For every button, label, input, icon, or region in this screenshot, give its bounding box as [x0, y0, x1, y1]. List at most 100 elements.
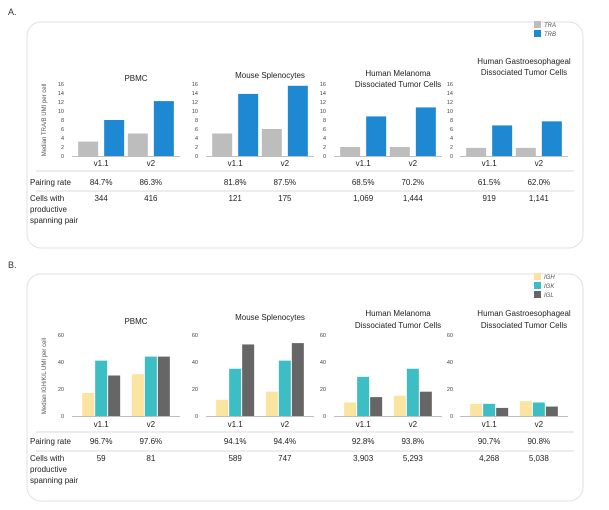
bar-igl-v1.1 [108, 375, 121, 416]
legend-swatch-trb [534, 30, 541, 37]
bar-trb-v2 [287, 85, 308, 156]
x-tick-label: v2 [409, 420, 418, 429]
chart-title: PBMC [124, 74, 147, 83]
bar-trb-v1.1 [104, 120, 125, 156]
x-tick-label: v1.1 [482, 420, 498, 429]
pairing-rate-value: 81.8% [224, 178, 247, 187]
row-label: productive [30, 465, 67, 474]
panel-label: B. [8, 260, 17, 270]
y-tick-label: 60 [320, 333, 326, 339]
chart-0: PBMC 0 2 4 6 8 10 12 14 16 v1.1 84.7% 344 v2 86.3% 416 [58, 74, 180, 203]
pairing-rate-value: 87.5% [273, 178, 296, 187]
row-label: spanning pair [30, 216, 78, 225]
pairing-rate-value: 86.3% [139, 178, 162, 187]
legend-swatch-igh [534, 273, 541, 280]
legend-label-trb: TRB [544, 32, 556, 38]
y-tick-label: 6 [450, 127, 453, 133]
y-axis-label: Median IGH/K/L UMI per cell [42, 338, 48, 414]
x-tick-label: v2 [147, 420, 156, 429]
y-tick-label: 60 [447, 333, 453, 339]
x-tick-label: v1.1 [356, 159, 372, 168]
bar-trb-v2 [415, 107, 436, 156]
y-tick-label: 8 [323, 118, 326, 124]
row-label: Pairing rate [30, 178, 71, 187]
y-tick-label: 4 [323, 136, 326, 142]
bar-igl-v2 [545, 406, 558, 416]
y-tick-label: 14 [192, 91, 198, 97]
y-tick-label: 0 [195, 414, 198, 420]
cells-value: 121 [228, 194, 242, 203]
chart-title: Dissociated Tumor Cells [481, 321, 567, 330]
panel-border [26, 273, 584, 502]
y-tick-label: 0 [323, 414, 326, 420]
row-label: Cells with [30, 194, 64, 203]
chart-title: Mouse Splenocytes [235, 313, 305, 322]
y-tick-label: 40 [58, 360, 64, 366]
cells-value: 59 [97, 454, 106, 463]
y-tick-label: 0 [195, 154, 198, 160]
legend-label-igh: IGH [544, 275, 555, 281]
bar-igl-v1.1 [242, 344, 255, 416]
pairing-rate-value: 96.7% [90, 437, 113, 446]
y-axis-label: Median TRA/B UMI per cell [42, 84, 48, 157]
chart-3: Human Gastroesophageal Dissociated Tumor … [447, 309, 571, 463]
cells-value: 344 [94, 194, 108, 203]
y-tick-label: 14 [320, 91, 326, 97]
cells-value: 175 [278, 194, 292, 203]
y-tick-label: 6 [323, 127, 326, 133]
y-tick-label: 2 [450, 145, 453, 151]
y-tick-label: 0 [450, 154, 453, 160]
pairing-rate-value: 68.5% [352, 178, 375, 187]
legend-swatch-igk [534, 282, 541, 289]
y-tick-label: 10 [447, 109, 453, 115]
x-tick-label: v2 [535, 420, 544, 429]
pairing-rate-value: 90.7% [478, 437, 501, 446]
chart-title: Human Melanoma [365, 69, 431, 78]
bar-tra-v1.1 [212, 133, 233, 156]
bar-igl-v2 [291, 343, 304, 416]
cells-value: 3,903 [353, 454, 374, 463]
y-tick-label: 12 [58, 100, 64, 106]
y-tick-label: 60 [192, 333, 198, 339]
y-tick-label: 16 [447, 82, 453, 88]
y-tick-label: 12 [447, 100, 453, 106]
panel-label: A. [8, 7, 17, 17]
x-tick-label: v2 [409, 159, 418, 168]
y-tick-label: 0 [61, 414, 64, 420]
y-tick-label: 40 [192, 360, 198, 366]
chart-title: Human Melanoma [365, 309, 431, 318]
y-tick-label: 10 [58, 109, 64, 115]
y-tick-label: 40 [447, 360, 453, 366]
y-tick-label: 40 [320, 360, 326, 366]
chart-title: Human Gastroesophageal [477, 309, 571, 318]
bar-igk-v1.1 [357, 376, 370, 416]
chart-2: Human Melanoma Dissociated Tumor Cells 0 20… [320, 309, 442, 463]
legend: TRA TRB [534, 21, 556, 38]
bar-tra-v2 [515, 147, 536, 156]
chart-title: Human Gastroesophageal [477, 57, 571, 66]
y-tick-label: 16 [192, 82, 198, 88]
bar-igk-v2 [144, 356, 157, 416]
chart-0: PBMC 0 20 40 60 v1.1 96.7% 59 v2 97.6% 81 [58, 317, 180, 463]
x-tick-label: v1.1 [228, 420, 244, 429]
y-tick-label: 8 [450, 118, 453, 124]
y-tick-label: 4 [61, 136, 64, 142]
y-tick-label: 20 [447, 387, 453, 393]
chart-3: Human Gastroesophageal Dissociated Tumor … [447, 57, 571, 203]
cells-value: 416 [144, 194, 158, 203]
bar-trb-v1.1 [492, 125, 513, 156]
x-tick-label: v1.1 [228, 159, 244, 168]
bar-tra-v2 [261, 129, 282, 156]
x-tick-label: v1.1 [356, 420, 372, 429]
pairing-rate-value: 94.1% [224, 437, 247, 446]
pairing-rate-value: 92.8% [352, 437, 375, 446]
cells-value: 919 [482, 194, 496, 203]
y-tick-label: 14 [447, 91, 453, 97]
bar-igk-v1.1 [229, 368, 242, 416]
bar-igh-v1.1 [344, 402, 357, 416]
y-tick-label: 2 [195, 145, 198, 151]
row-label: Pairing rate [30, 437, 71, 446]
y-tick-label: 20 [192, 387, 198, 393]
pairing-rate-value: 70.2% [401, 178, 424, 187]
